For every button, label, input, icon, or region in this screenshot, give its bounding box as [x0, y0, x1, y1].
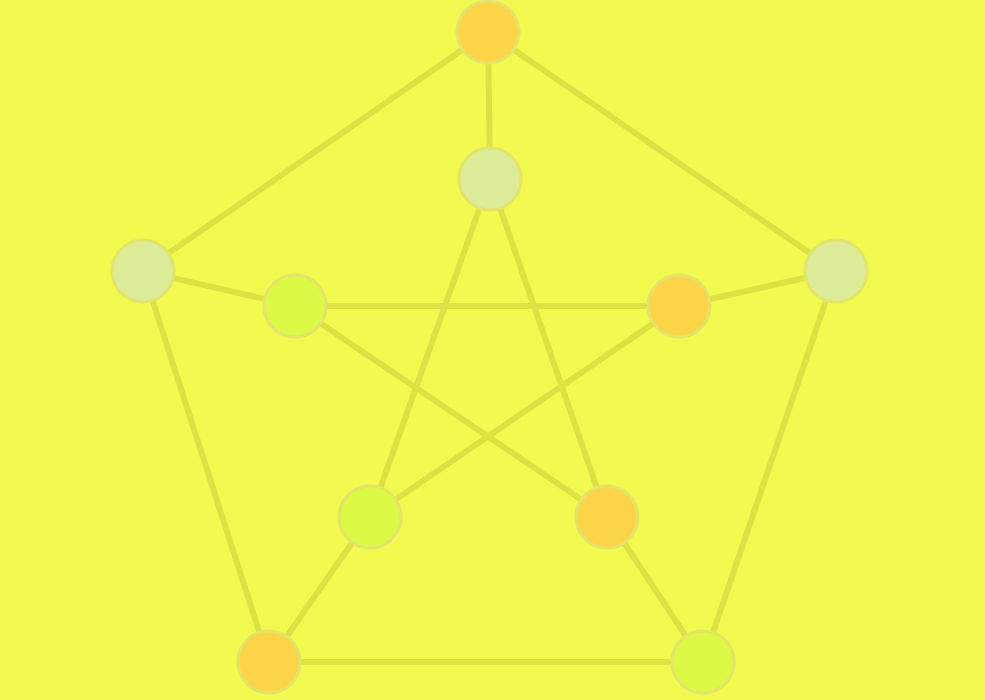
node-inner-bottom-right[interactable] — [574, 484, 640, 550]
node-outer-bottom-right[interactable] — [670, 629, 736, 695]
edge-outer-top-to-outer-right — [485, 29, 839, 274]
node-outer-top[interactable] — [455, 0, 521, 65]
graph-nodes — [110, 0, 869, 695]
node-outer-left[interactable] — [110, 238, 176, 304]
node-inner-bottom-left[interactable] — [337, 484, 403, 550]
edge-inner-right-to-inner-bottom-left — [367, 303, 682, 520]
node-inner-right[interactable] — [646, 273, 712, 339]
edge-outer-bottom-left-to-outer-left — [140, 268, 272, 665]
edge-outer-right-to-outer-bottom-right — [700, 268, 839, 665]
node-outer-bottom-left[interactable] — [236, 629, 302, 695]
edge-inner-left-to-inner-bottom-right — [292, 303, 610, 520]
edge-outer-left-to-outer-top — [140, 29, 491, 274]
edge-inner-top-to-inner-bottom-right — [487, 176, 610, 520]
node-inner-top[interactable] — [457, 146, 523, 212]
node-outer-right[interactable] — [803, 238, 869, 304]
edge-inner-top-to-inner-bottom-left — [367, 176, 493, 520]
node-inner-left[interactable] — [262, 273, 328, 339]
